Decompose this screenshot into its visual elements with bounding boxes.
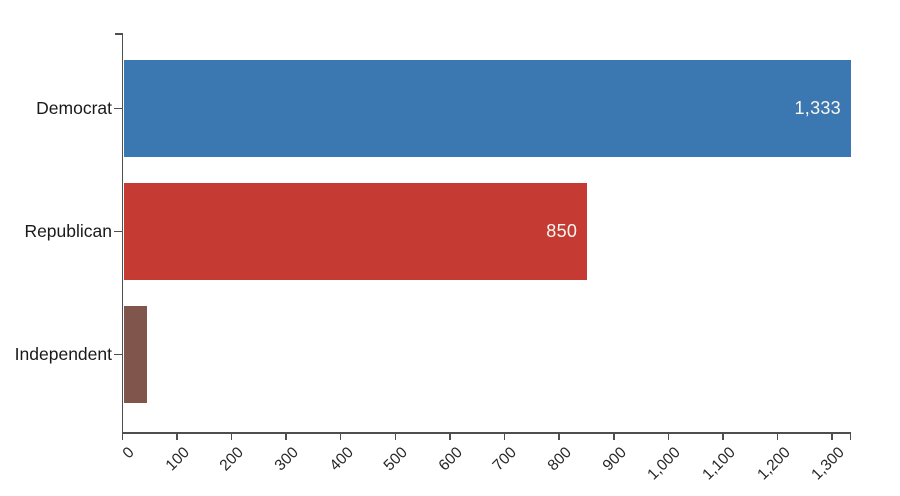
x-tick-mark bbox=[613, 432, 615, 440]
x-tick-mark bbox=[667, 432, 670, 440]
x-tick-mark bbox=[831, 432, 833, 440]
x-tick-mark bbox=[339, 432, 342, 440]
y-axis-line bbox=[121, 33, 123, 432]
bar-value-label: 850 bbox=[546, 221, 578, 241]
x-axis-right-cap bbox=[849, 432, 851, 440]
category-tick bbox=[114, 353, 123, 356]
bar-value-label: 1,333 bbox=[794, 98, 841, 118]
bar-democrat: 1,333 bbox=[123, 60, 851, 157]
x-tick-mark bbox=[285, 432, 287, 440]
x-tick-label: 1,300 bbox=[808, 444, 849, 484]
x-tick-label: 1,100 bbox=[699, 444, 739, 484]
x-tick-label: 1,200 bbox=[753, 444, 794, 484]
x-tick-label: 1,000 bbox=[644, 444, 685, 484]
x-tick-label: 700 bbox=[490, 444, 521, 475]
x-tick-mark bbox=[776, 432, 779, 440]
x-tick-label: 400 bbox=[326, 444, 357, 475]
x-tick-label: 300 bbox=[271, 444, 302, 475]
x-tick-mark bbox=[230, 432, 233, 440]
y-axis-top-cap bbox=[115, 33, 123, 35]
x-tick-label: 500 bbox=[380, 444, 412, 475]
x-tick-label: 600 bbox=[435, 444, 466, 475]
x-tick-mark bbox=[394, 432, 397, 440]
category-tick bbox=[114, 107, 123, 110]
category-tick bbox=[114, 230, 123, 233]
x-tick-label: 900 bbox=[599, 444, 630, 475]
x-tick-mark bbox=[449, 432, 451, 440]
category-label-independent: Independent bbox=[14, 343, 112, 364]
bar-independent bbox=[123, 306, 148, 403]
category-label-republican: Republican bbox=[24, 220, 112, 241]
x-axis-line bbox=[121, 432, 851, 434]
x-tick-label: 0 bbox=[119, 444, 139, 463]
bar-republican: 850 bbox=[123, 183, 588, 280]
x-tick-mark bbox=[176, 432, 178, 440]
x-tick-mark bbox=[121, 432, 123, 440]
x-tick-mark bbox=[558, 432, 560, 440]
x-tick-label: 200 bbox=[216, 444, 248, 475]
x-tick-mark bbox=[503, 432, 506, 440]
x-tick-label: 800 bbox=[544, 444, 575, 475]
x-tick-mark bbox=[722, 432, 724, 440]
category-label-democrat: Democrat bbox=[36, 97, 112, 118]
x-tick-label: 100 bbox=[162, 444, 193, 475]
